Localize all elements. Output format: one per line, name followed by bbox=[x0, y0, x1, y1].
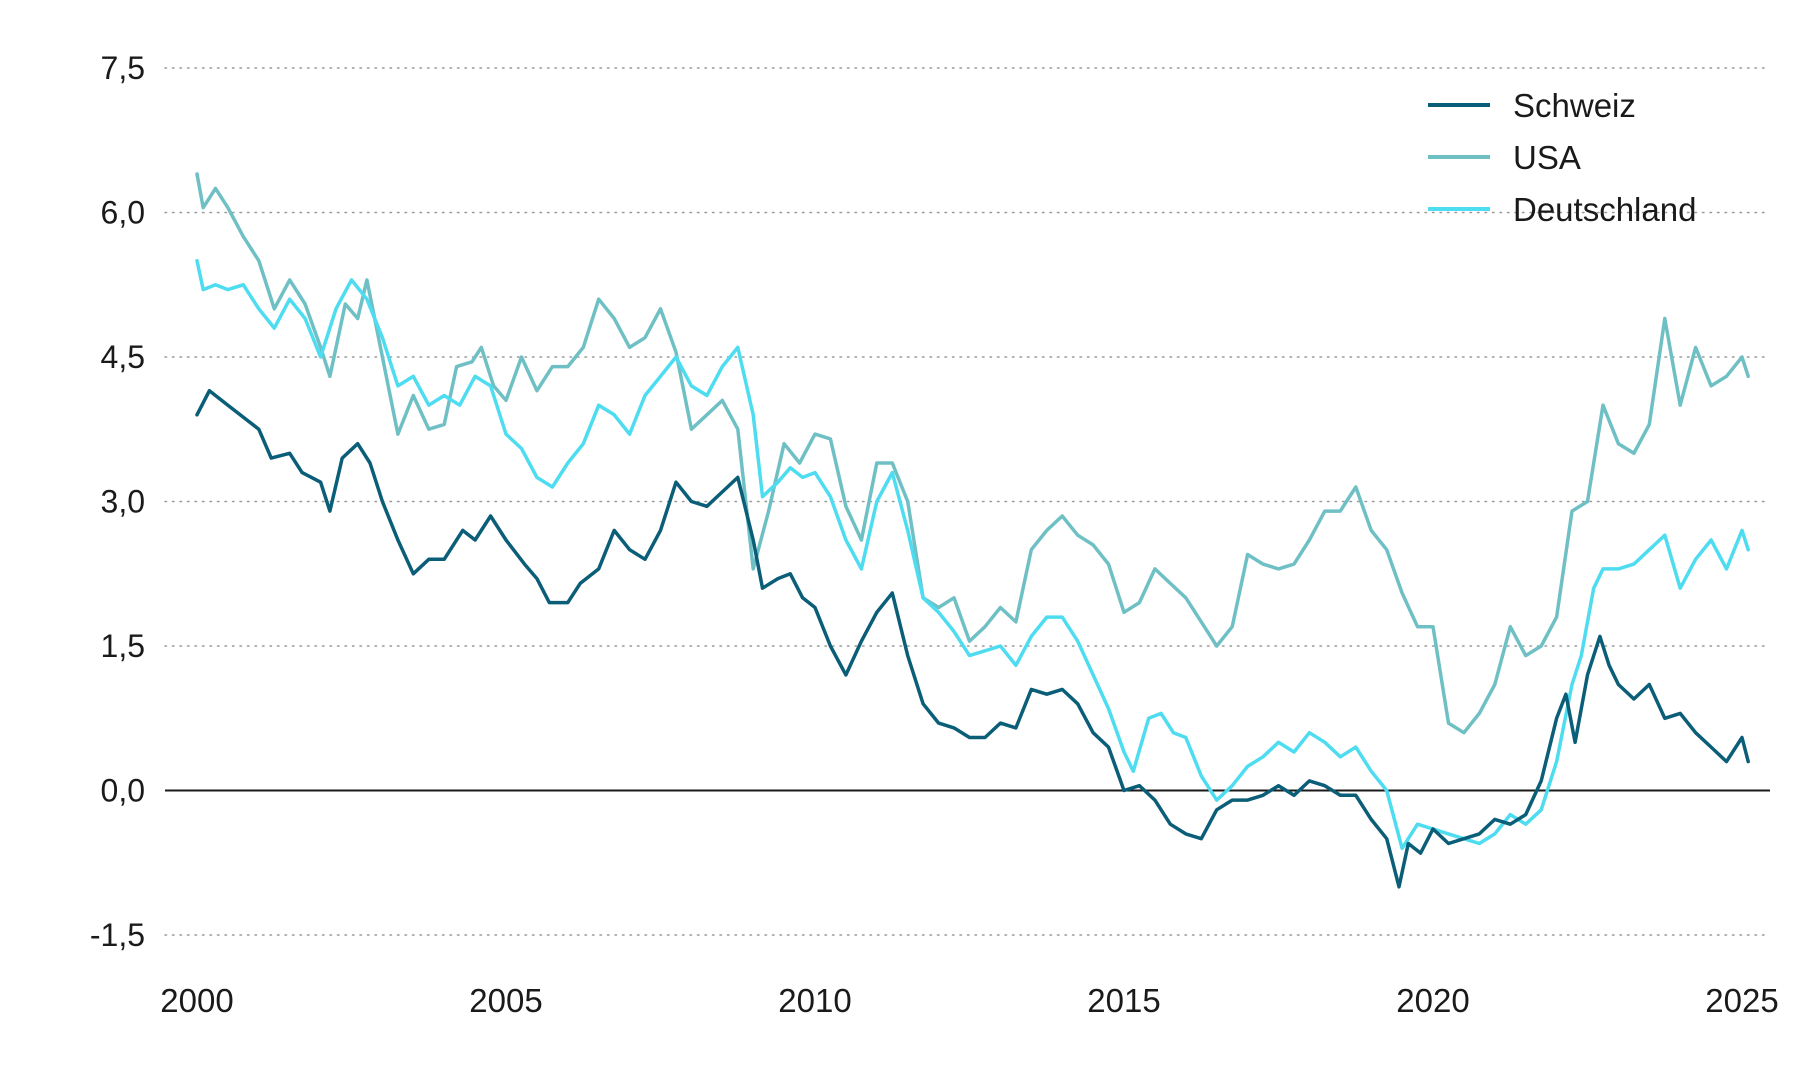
series-lines bbox=[195, 172, 1750, 889]
legend-label-usa: USA bbox=[1513, 139, 1581, 176]
y-tick-label: -1,5 bbox=[90, 917, 145, 953]
x-tick-label: 2015 bbox=[1087, 982, 1160, 1019]
y-axis-tick-labels: -1,5 0,0 1,5 3,0 4,5 6,0 7,5 bbox=[90, 50, 145, 953]
legend-label-deutschland: Deutschland bbox=[1513, 191, 1696, 228]
y-tick-label: 3,0 bbox=[101, 484, 145, 520]
x-tick-label: 2010 bbox=[778, 982, 851, 1019]
y-tick-label: 0,0 bbox=[101, 773, 145, 809]
legend: Schweiz USA Deutschland bbox=[1428, 87, 1696, 228]
series-line-usa bbox=[195, 172, 1750, 735]
x-axis-tick-labels: 2000 2005 2010 2015 2020 2025 bbox=[160, 982, 1778, 1019]
x-tick-label: 2005 bbox=[469, 982, 542, 1019]
x-tick-label: 2020 bbox=[1396, 982, 1469, 1019]
legend-label-schweiz: Schweiz bbox=[1513, 87, 1636, 124]
y-tick-label: 7,5 bbox=[101, 50, 145, 86]
y-tick-label: 6,0 bbox=[101, 195, 145, 231]
series-line-schweiz bbox=[195, 388, 1750, 889]
x-tick-label: 2000 bbox=[160, 982, 233, 1019]
series-line-deutschland bbox=[195, 258, 1750, 851]
y-tick-label: 1,5 bbox=[101, 628, 145, 664]
gridlines bbox=[164, 67, 1771, 936]
y-tick-label: 4,5 bbox=[101, 339, 145, 375]
x-tick-label: 2025 bbox=[1705, 982, 1778, 1019]
